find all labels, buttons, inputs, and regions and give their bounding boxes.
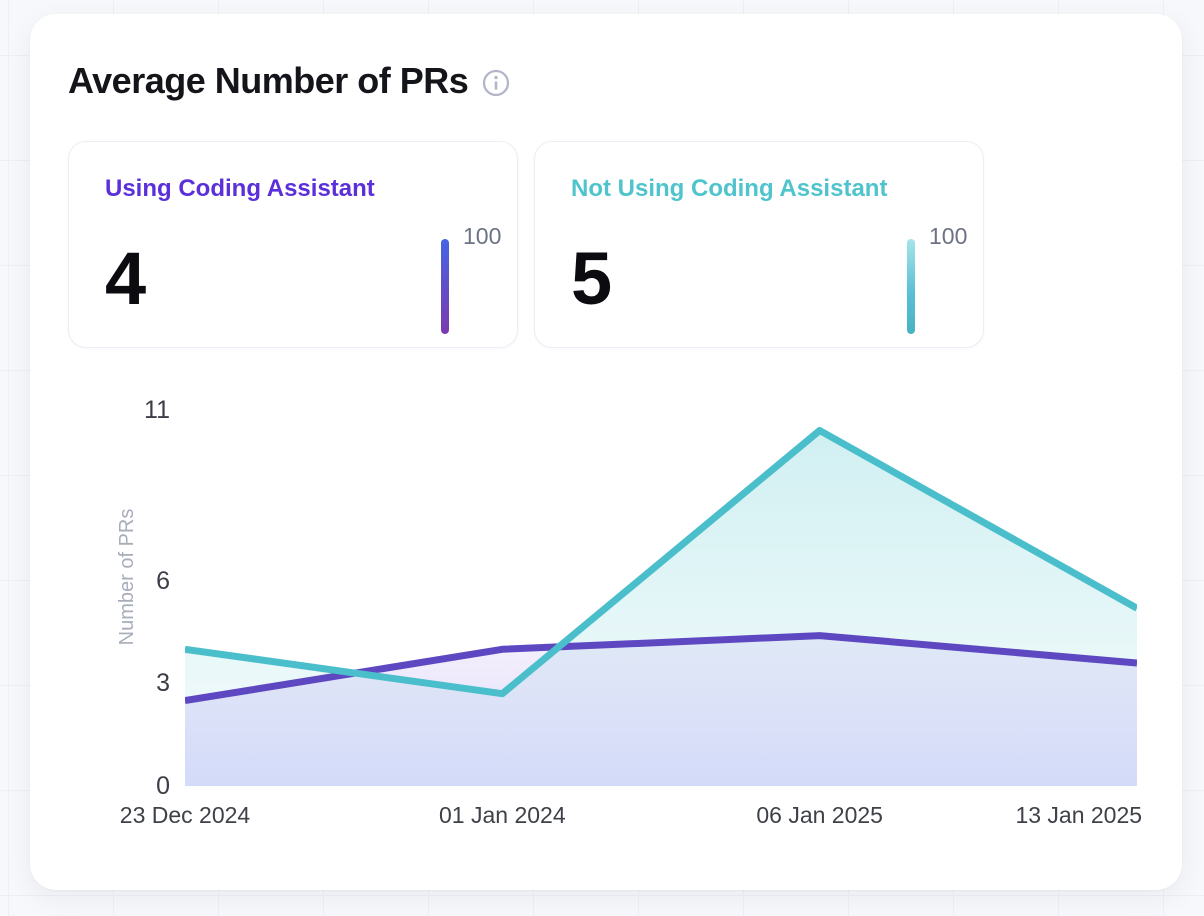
stat-card-value: 5 [571, 237, 612, 320]
x-axis-tick: 06 Jan 2025 [756, 802, 883, 828]
stat-card-using-assistant: Using Coding Assistant 4 100 [68, 141, 518, 348]
y-axis-title: Number of PRs [116, 508, 138, 646]
stat-card-value: 4 [105, 237, 146, 320]
stat-gauge-value: 100 [929, 223, 968, 249]
chart-plot [185, 427, 1137, 786]
x-axis-tick: 23 Dec 2024 [119, 802, 251, 828]
y-axis-tick: 6 [156, 566, 170, 595]
main-card: Average Number of PRs Using Coding Assis… [30, 14, 1182, 890]
page-title: Average Number of PRs [68, 60, 469, 101]
x-axis-tick: 01 Jan 2024 [439, 802, 566, 828]
y-axis-tick: 11 [144, 396, 170, 425]
x-axis-tick: 13 Jan 2025 [1015, 802, 1143, 828]
stat-card-label: Not Using Coding Assistant [571, 175, 888, 202]
line-series-1 [185, 427, 1137, 698]
stat-gauge-bar [907, 239, 915, 334]
card-header: Average Number of PRs [68, 60, 510, 102]
info-icon[interactable] [482, 69, 510, 97]
y-axis-tick: 3 [156, 669, 170, 698]
stat-card-not-using-assistant: Not Using Coding Assistant 5 100 [534, 141, 984, 348]
area-series-1 [185, 430, 1137, 786]
stat-gauge-bar [441, 239, 449, 334]
area-series-0 [185, 635, 1137, 786]
line-series-0 [185, 632, 1137, 705]
y-axis-tick: 0 [156, 772, 170, 800]
stat-gauge-value: 100 [463, 223, 502, 249]
stat-card-label: Using Coding Assistant [105, 175, 375, 202]
